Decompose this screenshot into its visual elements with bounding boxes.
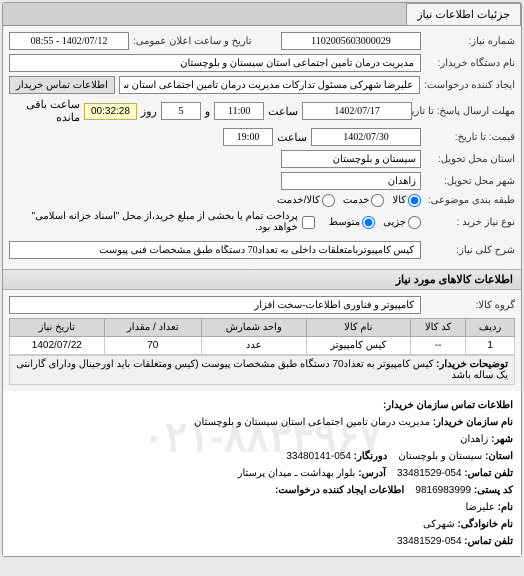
radio-goods[interactable]: کالا [392,194,421,207]
radio-both[interactable]: کالا/خدمت [277,194,335,207]
remaining-label: ساعت باقی مانده [9,98,80,124]
address-value: بلوار بهداشت ـ میدان پرستار [238,468,356,479]
radio-medium-input[interactable] [362,216,375,229]
th-name: نام کالا [306,319,410,337]
announce-input[interactable] [9,32,129,50]
radio-goods-label: کالا [392,195,406,206]
deadline-time-input[interactable] [214,102,264,120]
note-text: کیس کامپیوتر به تعداد70 دستگاه طبق مشخصا… [16,359,508,381]
tab-bar: جزئیات اطلاعات نیاز [3,3,521,26]
delivery-province-input[interactable] [281,150,421,168]
tab-details[interactable]: جزئیات اطلاعات نیاز [406,3,521,25]
day-and: و [205,105,210,118]
postcode-value: 9816983999 [415,485,471,496]
treasury-checkbox[interactable] [302,216,315,229]
purchase-type-label: نوع نیاز خرید : [425,217,515,228]
postcode-label: کد پستی: [474,485,513,496]
contact-title: اطلاعات تماس سازمان خریدار: [383,400,513,411]
goods-group-input[interactable] [9,296,421,314]
phone-value: 054-33481529 [397,468,462,479]
org-label: نام سازمان خریدار: [433,417,513,428]
creator-phone-label: تلفن تماس: [464,536,513,547]
td-code: -- [410,337,465,355]
creator-input[interactable] [119,76,420,94]
price-date-input[interactable] [311,128,421,146]
purchase-radio-group: جزیی متوسط [329,216,421,229]
td-qty: 70 [104,337,201,355]
request-no-input[interactable] [281,32,421,50]
creator-label: ایجاد کننده درخواست: [424,80,515,91]
delivery-city-label: شهر محل تحویل: [425,176,515,187]
request-no-label: شماره نیاز: [425,36,515,47]
buyer-org-input[interactable] [9,54,421,72]
td-row: 1 [466,337,515,355]
name-value: علیرضا [466,502,495,513]
day-unit: روز [141,105,157,118]
note-label: توضیحات خریدار: [436,359,508,370]
city-value: زاهدان [460,434,488,445]
table-row[interactable]: 1 -- کیس کامپیوتر عدد 70 1402/07/22 [10,337,515,355]
contact-section: ۰۲۱-۸۸۳۴۹۶۷ اطلاعات تماس سازمان خریدار: … [3,391,521,556]
surname-value: شهرکی [423,519,455,530]
address-label: آدرس: [358,468,386,479]
budget-radio-group: کالا خدمت کالا/خدمت [277,194,421,207]
price-time-label: ساعت [277,131,307,144]
city-label: شهر: [491,434,513,445]
budget-class-label: طبقه بندی موضوعی: [425,195,515,206]
fax-value: 054-33480141 [286,451,351,462]
price-time-input[interactable] [223,128,273,146]
fax-label: دورنگار: [354,451,388,462]
desc-label: شرح کلی نیاز: [425,245,515,256]
org-value: مدیریت درمان تامین اجتماعی استان سیستان … [194,417,430,428]
goods-group-label: گروه کالا: [425,300,515,311]
th-unit: واحد شمارش [201,319,306,337]
radio-medium[interactable]: متوسط [329,216,375,229]
main-panel: جزئیات اطلاعات نیاز شماره نیاز: تاریخ و … [2,2,522,557]
surname-label: نام خانوادگی: [457,519,513,530]
th-row: ردیف [466,319,515,337]
radio-service[interactable]: خدمت [343,194,385,207]
phone-label: تلفن تماس: [464,468,513,479]
desc-input[interactable] [9,241,421,259]
days-input[interactable] [161,102,201,120]
purchase-note: پرداخت تمام یا بخشی از مبلغ خرید،از محل … [9,211,298,233]
radio-both-input[interactable] [322,194,335,207]
goods-table: ردیف کد کالا نام کالا واحد شمارش تعداد /… [9,318,515,355]
radio-small[interactable]: جزیی [383,216,421,229]
remaining-timer: 00:32:28 [84,103,137,120]
creator-phone-value: 054-33481529 [397,536,462,547]
td-date: 1402/07/22 [10,337,105,355]
creator-title: اطلاعات ایجاد کننده درخواست: [275,485,404,496]
radio-service-input[interactable] [371,194,384,207]
td-name: کیس کامپیوتر [306,337,410,355]
radio-service-label: خدمت [343,195,370,206]
announce-label: تاریخ و ساعت اعلان عمومی: [133,36,252,47]
goods-section-header: اطلاعات کالاهای مورد نیاز [3,269,521,290]
th-date: تاریخ نیاز [10,319,105,337]
province-label: استان: [485,451,513,462]
deadline-date-input[interactable] [302,102,412,120]
form-area: شماره نیاز: تاریخ و ساعت اعلان عمومی: نا… [3,26,521,269]
province-value: سیستان و بلوچستان [398,451,482,462]
radio-medium-label: متوسط [329,217,360,228]
delivery-city-input[interactable] [281,172,421,190]
radio-both-label: کالا/خدمت [277,195,320,206]
name-label: نام: [498,502,513,513]
contact-button[interactable]: اطلاعات تماس خریدار [9,76,115,94]
td-unit: عدد [201,337,306,355]
price-label: قیمت: تا تاریخ: [425,132,515,143]
delivery-province-label: استان محل تحویل: [425,154,515,165]
th-qty: تعداد / مقدار [104,319,201,337]
buyer-org-label: نام دستگاه خریدار: [425,58,515,69]
radio-small-label: جزیی [383,217,406,228]
table-header-row: ردیف کد کالا نام کالا واحد شمارش تعداد /… [10,319,515,337]
radio-goods-input[interactable] [408,194,421,207]
deadline-label: مهلت ارسال پاسخ: تا تاریخ: [416,106,515,117]
th-code: کد کالا [410,319,465,337]
buyer-note-row: توضیحات خریدار: کیس کامپیوتر به تعداد70 … [9,355,515,385]
time-label: ساعت [268,105,298,118]
radio-small-input[interactable] [408,216,421,229]
